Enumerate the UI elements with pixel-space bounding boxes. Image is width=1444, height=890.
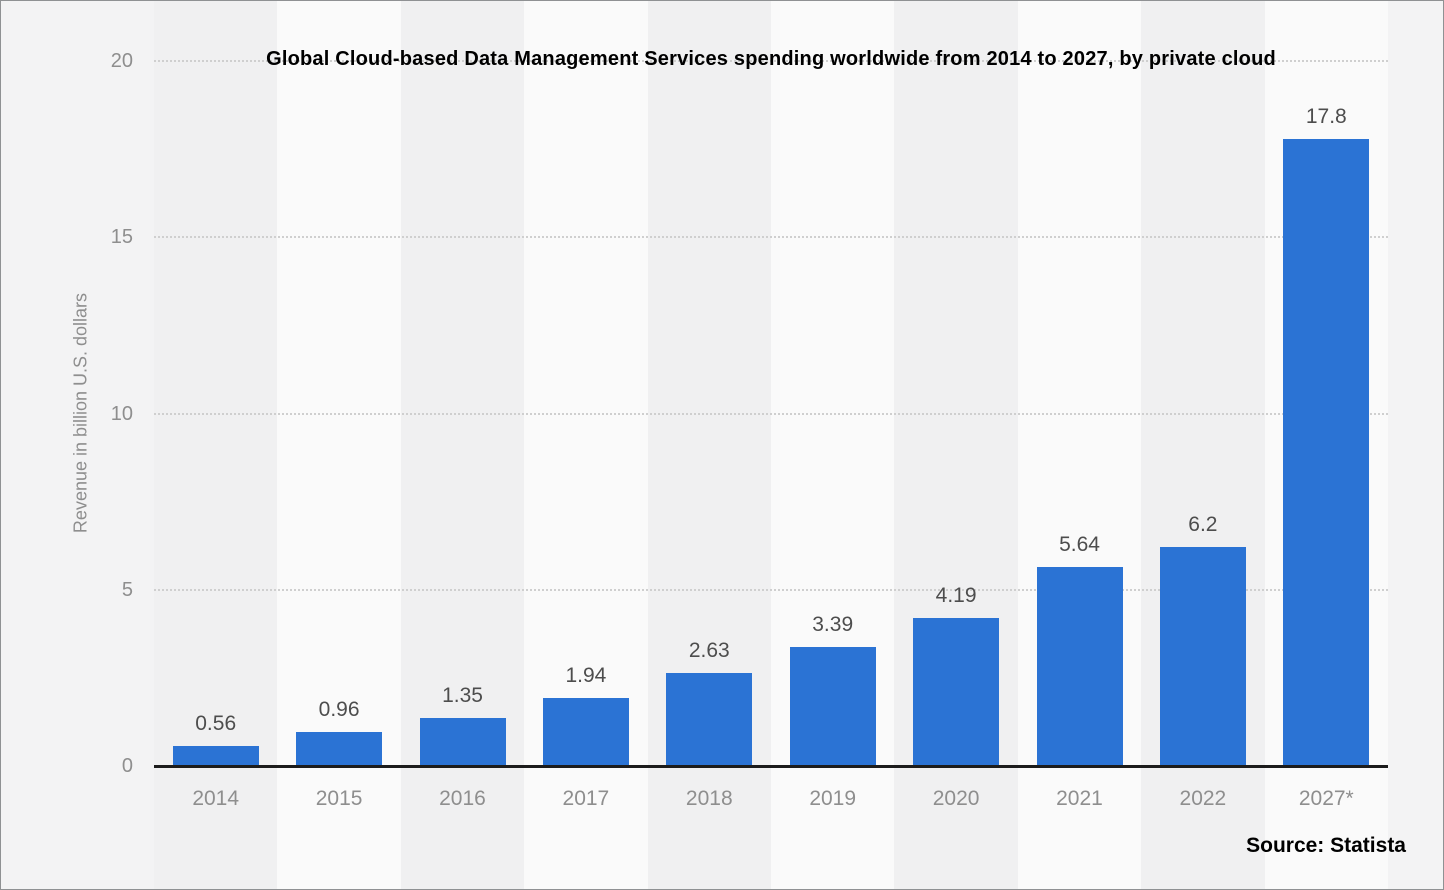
value-label-2016: 1.35 <box>442 684 483 708</box>
x-axis-baseline <box>154 765 1388 768</box>
value-label-2015: 0.96 <box>318 698 360 722</box>
gridline-10 <box>154 412 1388 415</box>
bar-2019[interactable] <box>789 646 876 766</box>
value-label-2014: 0.56 <box>195 712 237 736</box>
bar-2014[interactable] <box>172 746 259 766</box>
value-label-2018: 2.63 <box>688 639 730 663</box>
x-tick-2018: 2018 <box>685 787 733 810</box>
x-tick-2014: 2014 <box>192 787 240 810</box>
value-label-2019: 3.39 <box>812 612 854 636</box>
y-tick-20: 20 <box>110 50 133 72</box>
bar-2017[interactable] <box>542 697 629 766</box>
x-tick-2015: 2015 <box>315 787 363 810</box>
y-tick-0: 0 <box>121 755 133 777</box>
bar-2018[interactable] <box>666 673 753 766</box>
y-tick-10: 10 <box>110 402 133 425</box>
y-axis-title: Revenue in billion U.S. dollars <box>70 292 91 534</box>
bar-2021[interactable] <box>1036 567 1123 766</box>
bar-2016[interactable] <box>419 718 506 766</box>
x-tick-2019: 2019 <box>809 787 857 810</box>
bar-2015[interactable] <box>296 732 383 766</box>
x-tick-2020: 2020 <box>932 787 980 810</box>
x-tick-2021: 2021 <box>1056 787 1103 810</box>
value-label-2021: 5.64 <box>1059 533 1100 557</box>
value-label-2020: 4.19 <box>935 584 977 608</box>
bar-2020[interactable] <box>913 618 1000 766</box>
x-tick-2016: 2016 <box>439 787 486 810</box>
y-tick-5: 5 <box>121 578 133 601</box>
gridline-15 <box>154 236 1388 239</box>
bar-2022[interactable] <box>1159 547 1246 766</box>
chart-title: Global Cloud-based Data Management Servi… <box>266 48 1276 70</box>
bar-2027*[interactable] <box>1283 138 1370 766</box>
gridline-5 <box>154 588 1388 591</box>
x-tick-2022: 2022 <box>1179 787 1227 810</box>
x-tick-2027*: 2027* <box>1298 787 1354 810</box>
y-tick-15: 15 <box>110 226 133 249</box>
source-attribution: Source: Statista <box>1246 834 1406 857</box>
value-label-2022: 6.2 <box>1188 513 1218 537</box>
value-label-2027*: 17.8 <box>1305 104 1347 128</box>
x-tick-2017: 2017 <box>562 787 610 810</box>
gridline-20 <box>154 60 1388 62</box>
plot-band-2014 <box>154 1 278 889</box>
value-label-2017: 1.94 <box>565 663 607 687</box>
